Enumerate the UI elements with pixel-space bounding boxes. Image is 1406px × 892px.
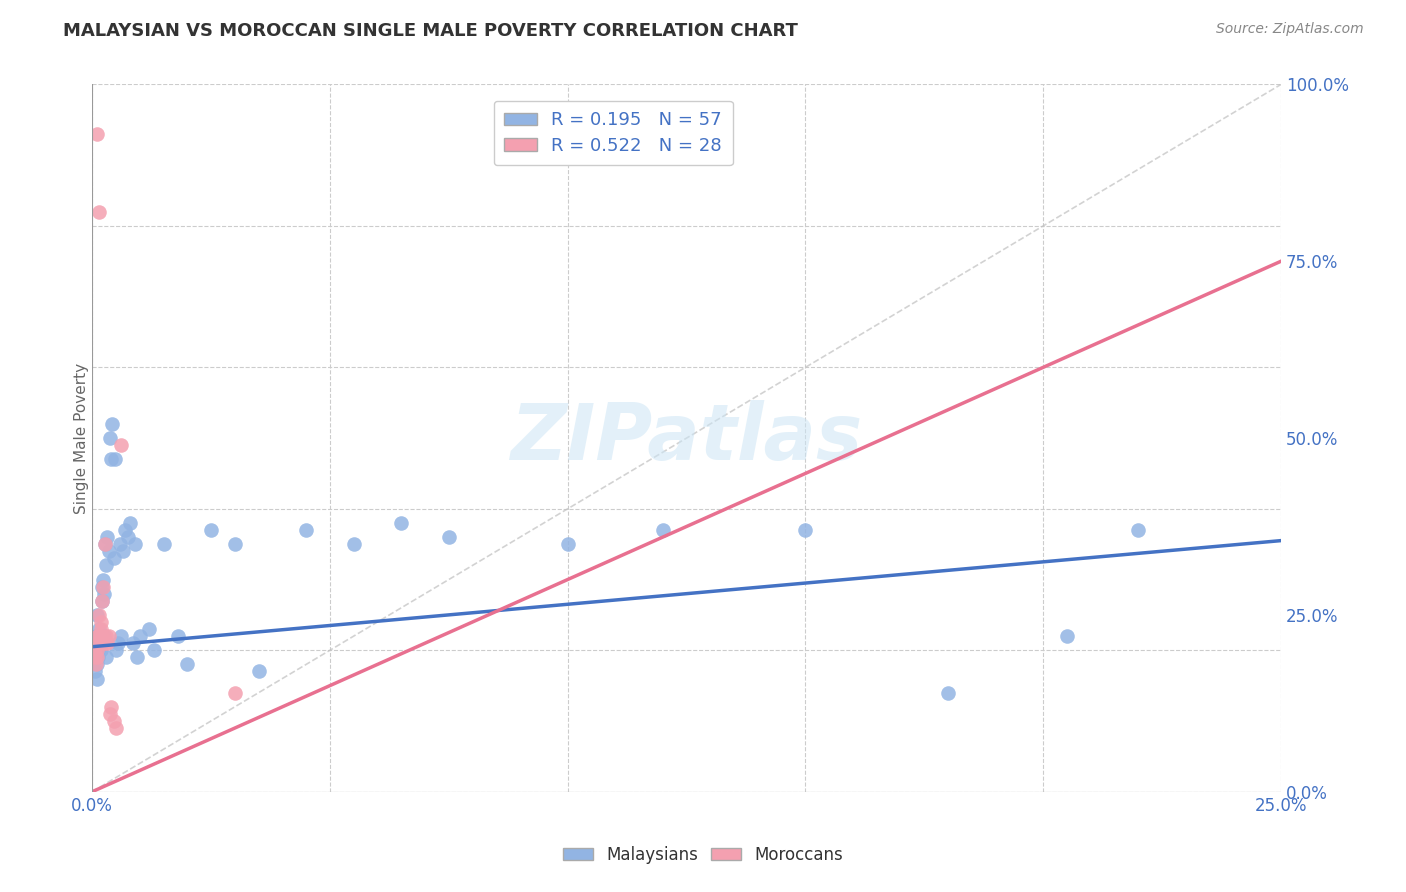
Point xyxy=(91,573,114,587)
Point xyxy=(93,629,115,643)
Point xyxy=(86,607,108,622)
Point xyxy=(84,636,107,650)
Point xyxy=(86,657,108,672)
Point xyxy=(557,537,579,551)
Point xyxy=(89,629,111,643)
Point xyxy=(1128,523,1150,537)
Point xyxy=(152,537,174,551)
Point xyxy=(104,643,127,657)
Point xyxy=(107,636,129,650)
Point xyxy=(247,665,270,679)
Text: Source: ZipAtlas.com: Source: ZipAtlas.com xyxy=(1216,22,1364,37)
Point xyxy=(93,636,115,650)
Point xyxy=(100,452,122,467)
Point xyxy=(176,657,198,672)
Point xyxy=(200,523,222,537)
Point xyxy=(84,636,107,650)
Point xyxy=(93,587,115,601)
Text: MALAYSIAN VS MOROCCAN SINGLE MALE POVERTY CORRELATION CHART: MALAYSIAN VS MOROCCAN SINGLE MALE POVERT… xyxy=(63,22,799,40)
Point xyxy=(143,643,166,657)
Point xyxy=(89,607,111,622)
Point xyxy=(112,544,135,558)
Point xyxy=(86,127,108,141)
Y-axis label: Single Male Poverty: Single Male Poverty xyxy=(73,362,89,514)
Point xyxy=(96,530,118,544)
Point xyxy=(103,551,125,566)
Point xyxy=(89,622,111,636)
Point xyxy=(90,580,112,594)
Point xyxy=(83,650,105,665)
Point xyxy=(84,629,107,643)
Point xyxy=(98,431,121,445)
Point xyxy=(94,537,117,551)
Point xyxy=(437,530,460,544)
Point xyxy=(389,516,412,530)
Point xyxy=(120,516,142,530)
Point xyxy=(651,523,673,537)
Point xyxy=(127,650,149,665)
Point xyxy=(128,629,150,643)
Point xyxy=(108,537,131,551)
Point xyxy=(90,593,112,607)
Point xyxy=(110,629,132,643)
Point xyxy=(224,686,246,700)
Point xyxy=(87,650,110,665)
Point xyxy=(103,714,125,728)
Point xyxy=(87,629,110,643)
Point xyxy=(90,629,112,643)
Point xyxy=(94,537,117,551)
Point xyxy=(89,204,111,219)
Point xyxy=(100,699,122,714)
Point xyxy=(121,636,143,650)
Point xyxy=(124,537,146,551)
Point xyxy=(138,622,160,636)
Point xyxy=(104,721,127,735)
Point xyxy=(86,672,108,686)
Point xyxy=(295,523,318,537)
Point xyxy=(84,665,107,679)
Point xyxy=(86,643,108,657)
Point xyxy=(343,537,366,551)
Point xyxy=(96,558,118,573)
Point xyxy=(96,629,118,643)
Point xyxy=(90,622,112,636)
Point xyxy=(166,629,188,643)
Point xyxy=(96,636,118,650)
Legend: R = 0.195   N = 57, R = 0.522   N = 28: R = 0.195 N = 57, R = 0.522 N = 28 xyxy=(494,101,733,165)
Text: ZIPatlas: ZIPatlas xyxy=(510,401,863,476)
Point xyxy=(97,629,120,643)
Point xyxy=(87,643,110,657)
Point xyxy=(97,544,120,558)
Point xyxy=(84,643,107,657)
Point xyxy=(110,438,132,452)
Point xyxy=(936,686,959,700)
Point xyxy=(224,537,246,551)
Point xyxy=(96,650,118,665)
Point xyxy=(84,657,107,672)
Point xyxy=(114,523,136,537)
Legend: Malaysians, Moroccans: Malaysians, Moroccans xyxy=(555,839,851,871)
Point xyxy=(98,706,121,721)
Point xyxy=(794,523,817,537)
Point xyxy=(1056,629,1078,643)
Point xyxy=(91,580,114,594)
Point xyxy=(89,636,111,650)
Point xyxy=(117,530,139,544)
Point xyxy=(86,650,108,665)
Point xyxy=(104,452,127,467)
Point xyxy=(90,643,112,657)
Point xyxy=(101,417,124,431)
Point xyxy=(90,615,112,629)
Point xyxy=(90,593,112,607)
Point xyxy=(87,629,110,643)
Point xyxy=(83,650,105,665)
